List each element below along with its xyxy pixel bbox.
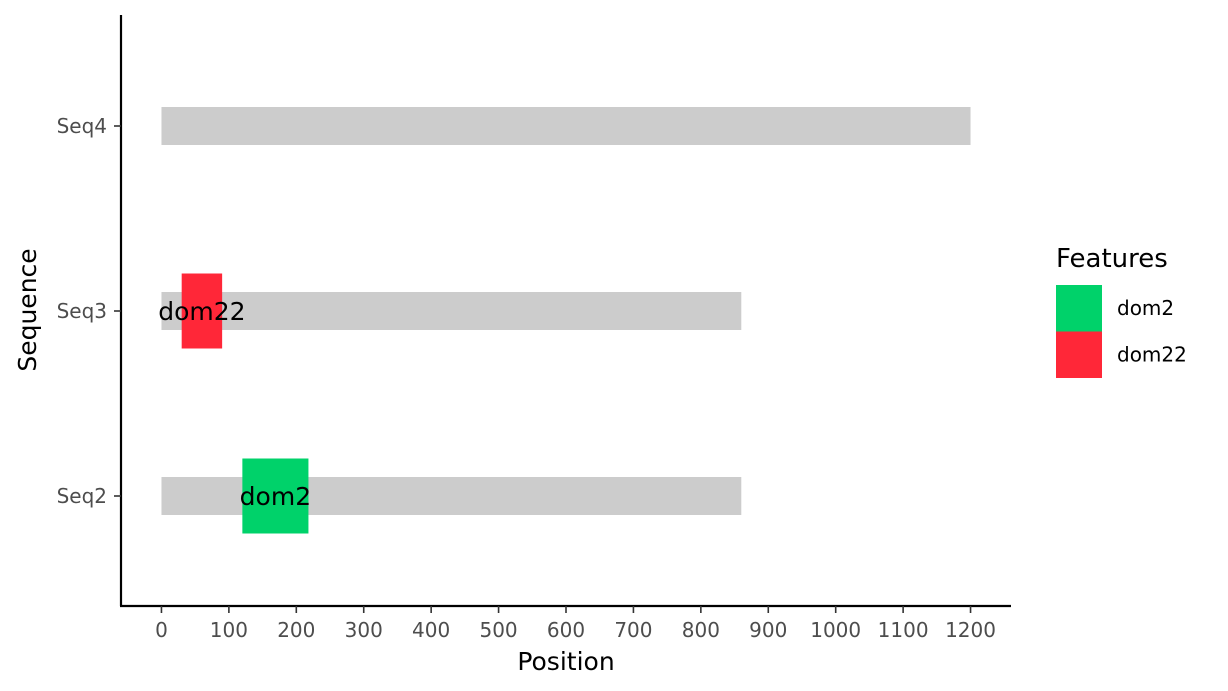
y-axis-title: Sequence	[13, 248, 42, 371]
sequence-bar-seq3	[161, 292, 742, 330]
feature-label-dom2: dom2	[240, 482, 311, 511]
x-tick-label: 800	[682, 618, 720, 642]
feature-box-dom2	[242, 458, 309, 534]
legend-label-dom2: dom2	[1117, 296, 1174, 320]
x-tick-label: 1000	[810, 618, 861, 642]
x-tick-label: 1100	[878, 618, 929, 642]
x-tick-label: 200	[277, 618, 315, 642]
x-tick-label: 400	[412, 618, 450, 642]
feature-label-dom22: dom22	[158, 297, 245, 326]
x-tick-label: 1200	[945, 618, 996, 642]
legend: Features dom2 dom22	[1056, 244, 1187, 378]
legend-key-dom22	[1056, 331, 1102, 378]
x-axis: 0 100 200 300 400 500 600 700 800 900 1000 1100 1200	[120, 604, 1011, 642]
x-tick-label: 0	[155, 618, 168, 642]
x-tick-label: 600	[547, 618, 585, 642]
feature-box-dom22	[181, 273, 223, 349]
legend-title: Features	[1056, 244, 1168, 274]
x-tick-label: 700	[614, 618, 652, 642]
legend-label-dom22: dom22	[1117, 343, 1187, 367]
x-axis-title: Position	[517, 647, 614, 676]
x-tick-label: 100	[210, 618, 248, 642]
sequence-bar-seq4	[161, 107, 971, 145]
legend-key-dom2	[1056, 285, 1102, 332]
y-tick-label: Seq3	[57, 299, 107, 323]
x-tick-label: 900	[749, 618, 787, 642]
x-tick-label: 300	[345, 618, 383, 642]
y-axis: Seq2 Seq3 Seq4	[57, 15, 123, 606]
y-tick-label: Seq4	[57, 114, 107, 138]
plot-panel: dom2 dom22	[158, 107, 971, 534]
x-tick-label: 500	[479, 618, 517, 642]
y-tick-label: Seq2	[57, 484, 107, 508]
